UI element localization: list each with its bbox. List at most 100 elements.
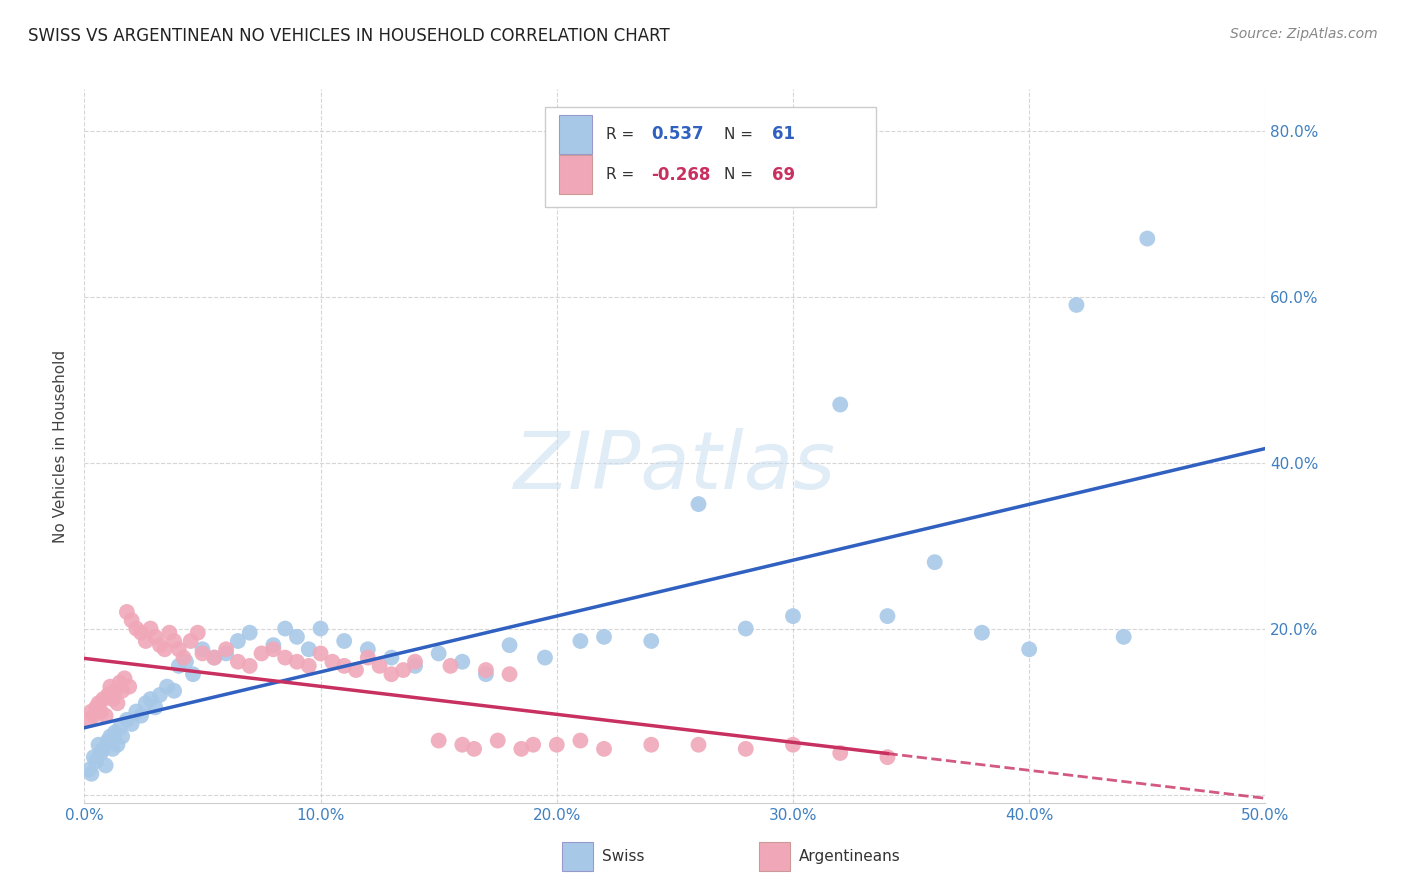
- Point: [534, 650, 557, 665]
- Point: [98, 730, 121, 744]
- Point: [486, 733, 509, 747]
- Point: [156, 680, 179, 694]
- Point: [114, 671, 136, 685]
- Point: [108, 721, 131, 735]
- Point: [143, 630, 166, 644]
- Point: [157, 625, 180, 640]
- Point: [298, 642, 321, 657]
- Point: [475, 667, 498, 681]
- Point: [451, 655, 474, 669]
- Point: [163, 634, 186, 648]
- Point: [510, 742, 533, 756]
- Point: [688, 497, 710, 511]
- Point: [104, 683, 127, 698]
- Point: [1112, 630, 1135, 644]
- Point: [98, 680, 121, 694]
- Point: [734, 742, 756, 756]
- Point: [97, 733, 120, 747]
- Point: [135, 634, 157, 648]
- Point: [830, 746, 852, 760]
- Point: [688, 738, 710, 752]
- Point: [84, 700, 107, 714]
- Point: [87, 696, 110, 710]
- Point: [84, 754, 107, 768]
- Point: [129, 708, 152, 723]
- Point: [239, 625, 262, 640]
- Point: [202, 650, 225, 665]
- Point: [439, 659, 461, 673]
- Point: [427, 733, 450, 747]
- Point: [91, 692, 114, 706]
- Text: R =: R =: [606, 168, 640, 182]
- Point: [149, 688, 172, 702]
- Point: [83, 708, 105, 723]
- Point: [97, 688, 120, 702]
- Point: [498, 638, 520, 652]
- Point: [77, 763, 100, 777]
- Text: SWISS VS ARGENTINEAN NO VEHICLES IN HOUSEHOLD CORRELATION CHART: SWISS VS ARGENTINEAN NO VEHICLES IN HOUS…: [28, 27, 669, 45]
- Point: [451, 738, 474, 752]
- Point: [80, 705, 103, 719]
- Point: [143, 700, 166, 714]
- Point: [569, 634, 592, 648]
- Point: [262, 638, 284, 652]
- Point: [187, 625, 209, 640]
- Point: [181, 667, 204, 681]
- Point: [111, 683, 134, 698]
- Point: [226, 634, 249, 648]
- Point: [250, 647, 273, 661]
- Point: [139, 622, 162, 636]
- Point: [876, 609, 898, 624]
- FancyBboxPatch shape: [560, 114, 592, 153]
- Point: [427, 647, 450, 661]
- Point: [108, 675, 131, 690]
- Point: [321, 655, 343, 669]
- Point: [90, 705, 112, 719]
- Point: [174, 655, 197, 669]
- Point: [522, 738, 544, 752]
- Text: ZIPatlas: ZIPatlas: [513, 428, 837, 507]
- Point: [77, 713, 100, 727]
- Point: [239, 659, 262, 673]
- Point: [593, 742, 616, 756]
- Point: [380, 650, 402, 665]
- Point: [135, 696, 157, 710]
- Point: [333, 634, 356, 648]
- Point: [262, 642, 284, 657]
- Point: [309, 647, 332, 661]
- Point: [226, 655, 249, 669]
- Text: 0.537: 0.537: [651, 125, 704, 143]
- Point: [125, 705, 148, 719]
- Point: [94, 708, 117, 723]
- Point: [298, 659, 321, 673]
- Point: [344, 663, 367, 677]
- Point: [463, 742, 485, 756]
- Point: [153, 642, 176, 657]
- Point: [139, 692, 162, 706]
- Point: [111, 730, 134, 744]
- Point: [167, 659, 190, 673]
- Point: [782, 609, 804, 624]
- Point: [90, 746, 112, 760]
- Point: [104, 725, 127, 739]
- Point: [115, 605, 138, 619]
- Point: [569, 733, 592, 747]
- FancyBboxPatch shape: [560, 155, 592, 194]
- Point: [91, 742, 114, 756]
- Point: [121, 613, 143, 627]
- Point: [876, 750, 898, 764]
- FancyBboxPatch shape: [546, 107, 876, 207]
- Point: [285, 655, 308, 669]
- Point: [215, 642, 238, 657]
- Point: [167, 642, 190, 657]
- Point: [309, 622, 332, 636]
- Point: [121, 717, 143, 731]
- Point: [129, 625, 152, 640]
- Point: [149, 638, 172, 652]
- Point: [546, 738, 568, 752]
- Point: [1136, 231, 1159, 245]
- Point: [191, 647, 214, 661]
- Point: [380, 667, 402, 681]
- Text: R =: R =: [606, 127, 640, 142]
- Point: [173, 650, 195, 665]
